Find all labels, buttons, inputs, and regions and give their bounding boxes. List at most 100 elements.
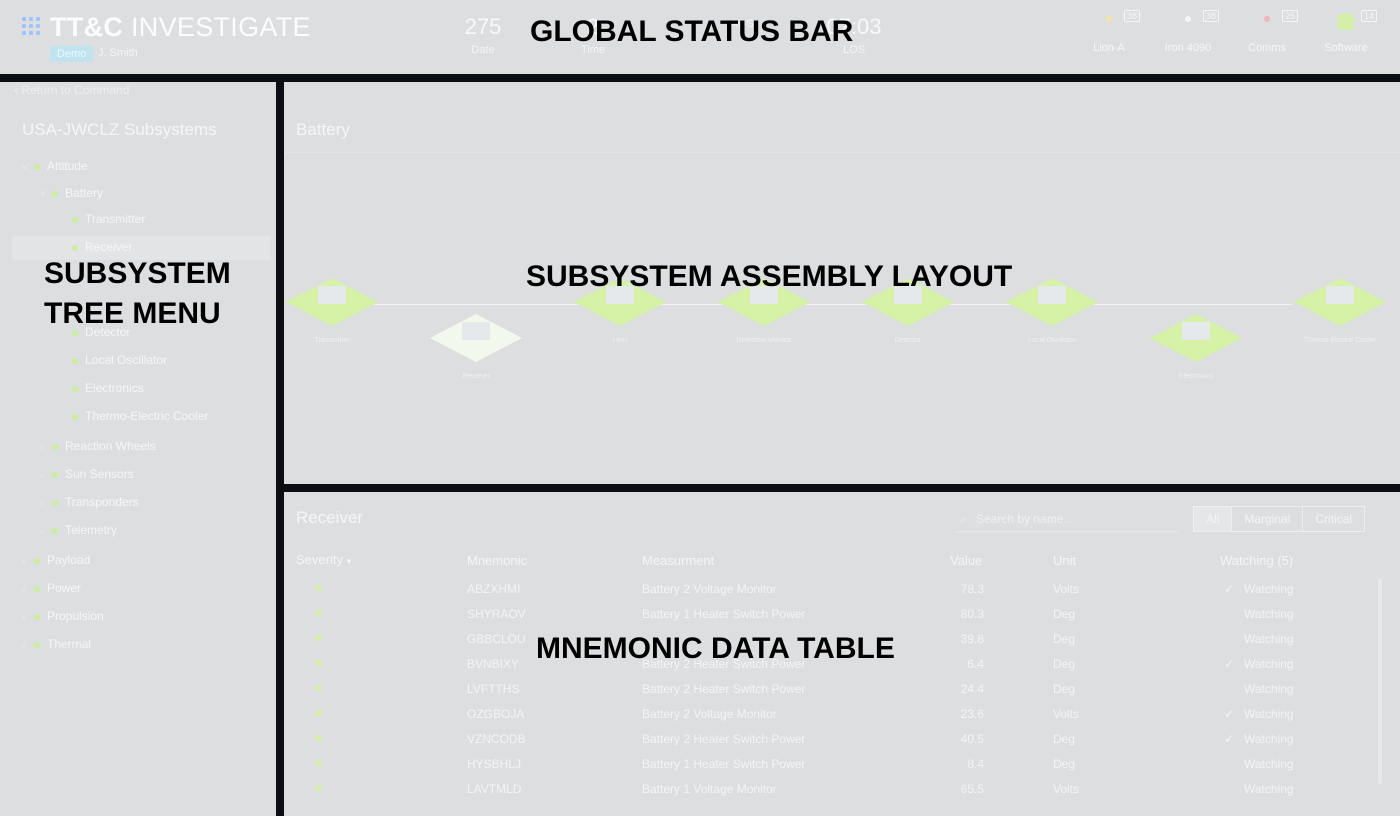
mnemonic-data-table: Receiver ⌕ Search by name... All Marginal… bbox=[284, 492, 1400, 816]
watching-cell[interactable]: Watching bbox=[1244, 607, 1294, 621]
chevron-icon[interactable]: ˅ bbox=[40, 189, 46, 200]
assembly-node[interactable]: Receiver bbox=[428, 310, 524, 380]
node-label: Electronics bbox=[1178, 373, 1214, 380]
app-grid-icon[interactable] bbox=[22, 17, 40, 35]
watching-cell[interactable]: Watching bbox=[1244, 657, 1294, 671]
node-label: Local Oscillator bbox=[1028, 337, 1076, 344]
tree-item[interactable]: Receiver bbox=[60, 238, 132, 256]
status-lion-a[interactable]: 38 Lion-A bbox=[1074, 8, 1144, 54]
measurement-cell: Battery 2 Heater Switch Power bbox=[642, 682, 806, 696]
assembly-node[interactable]: Local Oscillator bbox=[1004, 274, 1100, 344]
watching-cell[interactable]: Watching bbox=[1244, 582, 1294, 596]
tree-item-label: Transmitter bbox=[85, 212, 146, 226]
status-iron-4090[interactable]: 38 Iron 4090 bbox=[1153, 8, 1223, 54]
return-to-command-link[interactable]: ‹ Return to Command bbox=[14, 83, 130, 97]
severity-filter[interactable]: All Marginal Critical bbox=[1193, 506, 1366, 532]
mnemonic-cell: LAVTMLD bbox=[467, 782, 522, 796]
chevron-icon[interactable]: › bbox=[40, 470, 44, 481]
chevron-icon[interactable]: › bbox=[22, 584, 26, 595]
chevron-icon[interactable]: › bbox=[40, 526, 44, 537]
demo-badge: Demo bbox=[50, 46, 94, 62]
tree-item[interactable]: Electronics bbox=[60, 379, 144, 397]
tree-selection-highlight bbox=[12, 236, 270, 260]
measurement-cell: Battery 1 Voltage Monitor bbox=[642, 782, 777, 796]
severity-dot-icon bbox=[316, 685, 322, 691]
check-icon[interactable]: ✓ bbox=[1224, 582, 1235, 596]
watching-cell[interactable]: Watching bbox=[1244, 682, 1294, 696]
filter-all-button[interactable]: All bbox=[1194, 507, 1233, 531]
check-icon[interactable]: ✓ bbox=[1224, 657, 1235, 671]
tree-item[interactable]: ˅ Attitude bbox=[22, 157, 88, 175]
status-comms[interactable]: 25 Comms bbox=[1232, 8, 1302, 54]
status-dot-icon bbox=[34, 163, 40, 170]
measurement-cell: Battery 2 Voltage Monitor bbox=[642, 582, 777, 596]
chip-icon bbox=[1338, 14, 1354, 30]
subsystem-assembly-layout: Battery Transmitter Receiver Lens Detection… bbox=[284, 82, 1400, 484]
tree-item[interactable]: › Telemetry bbox=[40, 521, 117, 539]
satellite-dish-icon bbox=[1185, 16, 1191, 22]
tree-item[interactable]: › Propulsion bbox=[22, 607, 104, 625]
assembly-node[interactable]: Electronics bbox=[1148, 310, 1244, 380]
tree-item[interactable]: › Sun Sensors bbox=[40, 465, 134, 483]
tree-item-label: Propulsion bbox=[47, 609, 104, 623]
assembly-node[interactable]: Thermo-Electric Cooler bbox=[1292, 274, 1388, 344]
severity-dot-icon bbox=[316, 660, 322, 666]
chevron-icon[interactable]: › bbox=[40, 498, 44, 509]
overlay-assembly: SUBSYSTEM ASSEMBLY LAYOUT bbox=[526, 260, 1013, 293]
chevron-icon[interactable]: › bbox=[22, 640, 26, 651]
filter-marginal-button[interactable]: Marginal bbox=[1232, 507, 1304, 531]
tree-item[interactable]: › Transponders bbox=[40, 493, 139, 511]
unit-cell: Deg bbox=[1053, 632, 1076, 646]
assembly-node[interactable]: Lens bbox=[572, 274, 668, 344]
chevron-icon[interactable]: › bbox=[22, 612, 26, 623]
mnemonic-cell: VZNCODB bbox=[467, 732, 526, 746]
assembly-node[interactable]: Transmitter bbox=[284, 274, 380, 344]
status-dot-icon bbox=[34, 613, 40, 620]
check-icon[interactable]: ✓ bbox=[1224, 732, 1235, 746]
filter-critical-button[interactable]: Critical bbox=[1315, 512, 1353, 526]
tree-item[interactable]: › Thermal bbox=[22, 635, 91, 653]
component-tile-icon bbox=[718, 278, 810, 326]
value-cell: 40.5 bbox=[960, 732, 984, 746]
col-value[interactable]: Value bbox=[950, 553, 983, 568]
search-input[interactable]: ⌕ Search by name... bbox=[956, 506, 1178, 532]
mnemonic-cell: HYSBHLJ bbox=[467, 757, 522, 771]
col-mnemonic[interactable]: Mnemonic bbox=[467, 553, 527, 568]
watching-cell[interactable]: Watching bbox=[1244, 757, 1294, 771]
tree-item[interactable]: › Power bbox=[22, 579, 81, 597]
tree-item-label: Payload bbox=[47, 553, 91, 567]
status-dot-icon bbox=[72, 385, 78, 392]
severity-dot-icon bbox=[316, 785, 322, 791]
tree-item[interactable]: Transmitter bbox=[60, 210, 145, 228]
severity-dot-icon bbox=[316, 635, 322, 641]
status-software[interactable]: 14 Software bbox=[1311, 8, 1381, 54]
comms-icon bbox=[1264, 16, 1270, 22]
chevron-icon[interactable]: › bbox=[40, 442, 44, 453]
table-scrollbar[interactable] bbox=[1378, 578, 1382, 784]
watching-cell[interactable]: Watching bbox=[1244, 632, 1294, 646]
tree-item[interactable]: Local Oscillator bbox=[60, 351, 167, 369]
mnemonic-cell: GBBCLOU bbox=[467, 632, 526, 646]
watching-cell[interactable]: Watching bbox=[1244, 732, 1294, 746]
check-icon[interactable]: ✓ bbox=[1224, 707, 1235, 721]
value-cell: 23.6 bbox=[960, 707, 984, 721]
tree-item[interactable]: Thermo-Electric Cooler bbox=[60, 407, 208, 425]
tree-item[interactable]: Detector bbox=[60, 323, 130, 341]
watching-cell[interactable]: Watching bbox=[1244, 782, 1294, 796]
col-watching[interactable]: Watching (5) bbox=[1220, 553, 1294, 568]
col-unit[interactable]: Unit bbox=[1053, 553, 1077, 568]
col-measurement[interactable]: Measurment bbox=[642, 553, 715, 568]
tree-item-label: Thermo-Electric Cooler bbox=[85, 409, 209, 423]
assembly-node[interactable]: Detection Monitor bbox=[716, 274, 812, 344]
overlay-tree-menu: SUBSYSTEM TREE MENU bbox=[44, 257, 231, 330]
col-severity[interactable]: Severity ▾ bbox=[296, 552, 352, 567]
chevron-icon[interactable]: › bbox=[22, 556, 26, 567]
watching-cell[interactable]: Watching bbox=[1244, 707, 1294, 721]
tree-item[interactable]: › Payload bbox=[22, 551, 90, 569]
user-name[interactable]: J. Smith bbox=[98, 47, 138, 59]
assembly-node[interactable]: Detector bbox=[860, 274, 956, 344]
unit-cell: Deg bbox=[1053, 757, 1076, 771]
tree-item[interactable]: ˅ Battery bbox=[40, 184, 103, 202]
tree-item[interactable]: › Reaction Wheels bbox=[40, 437, 156, 455]
chevron-icon[interactable]: ˅ bbox=[22, 162, 28, 173]
